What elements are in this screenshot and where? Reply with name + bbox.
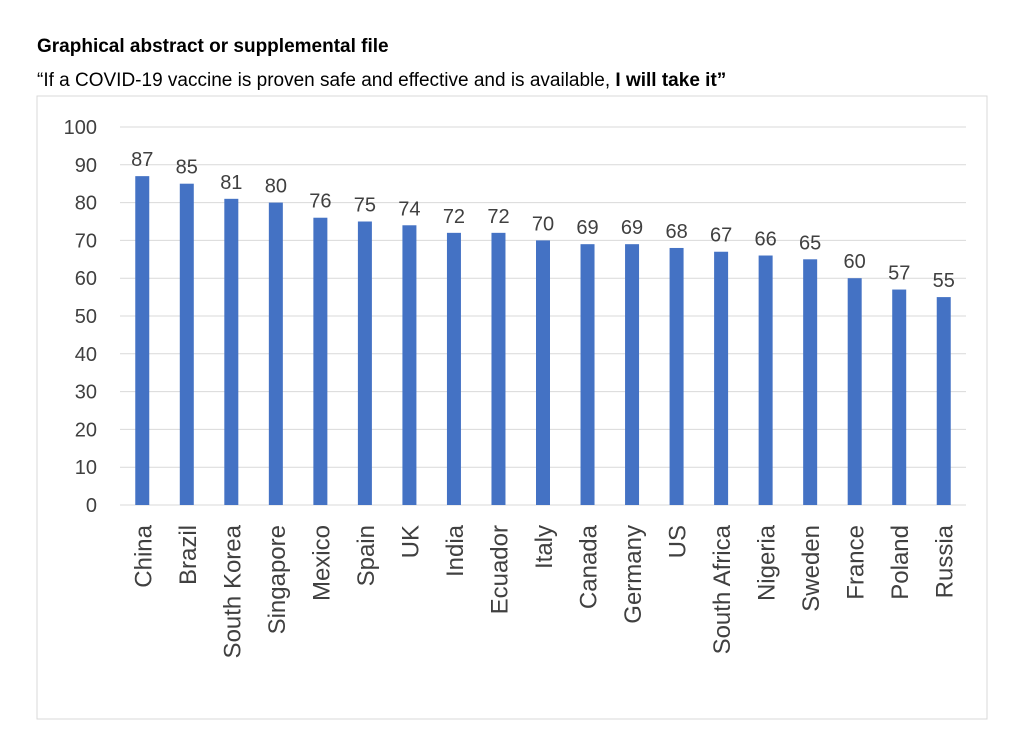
data-label: 57	[888, 263, 910, 285]
data-label: 67	[710, 225, 732, 247]
data-label: 76	[309, 191, 331, 213]
bar	[268, 202, 283, 505]
bar	[446, 232, 461, 505]
y-tick-label: 90	[75, 155, 97, 177]
bar	[402, 225, 417, 505]
bar	[936, 297, 951, 505]
data-label: 55	[933, 270, 955, 292]
x-tick-label: Ecuador	[486, 525, 513, 614]
data-label: 80	[265, 176, 287, 198]
data-label: 65	[799, 232, 821, 254]
bar	[224, 198, 239, 505]
bar	[892, 289, 907, 505]
bar	[669, 247, 684, 505]
bar	[625, 244, 640, 505]
y-tick-label: 30	[75, 382, 97, 404]
chart-frame	[36, 95, 988, 720]
x-tick-label: South Korea	[219, 524, 246, 658]
data-label: 69	[576, 217, 598, 239]
x-tick-label: Spain	[353, 525, 380, 586]
page-subtitle: “If a COVID-19 vaccine is proven safe an…	[37, 70, 726, 92]
x-tick-label: Canada	[576, 524, 603, 609]
subtitle-bold-text: I will take it”	[615, 70, 727, 91]
y-tick-label: 60	[75, 268, 97, 290]
bar	[357, 221, 372, 505]
x-tick-label: UK	[397, 525, 424, 558]
y-tick-label: 0	[86, 495, 97, 517]
data-label: 69	[621, 217, 643, 239]
x-tick-label: Mexico	[308, 525, 335, 601]
page-title: Graphical abstract or supplemental file	[37, 36, 389, 57]
x-tick-label: Germany	[620, 525, 647, 624]
x-tick-label: Poland	[887, 525, 914, 600]
bar	[758, 255, 773, 505]
x-axis-ticks: China Brazil South Korea Singapore Mexico Spa…	[130, 524, 958, 658]
subtitle-text: “If a COVID-19 vaccine is proven safe an…	[37, 70, 616, 91]
x-tick-label: France	[843, 525, 870, 600]
data-labels: 87 85 81 80 76 75 74 72 72 70 69 69 68 67 66 65 60 57 55	[131, 149, 955, 292]
data-label: 75	[354, 195, 376, 217]
y-tick-label: 100	[64, 117, 97, 139]
x-tick-label: South Africa	[709, 524, 736, 654]
data-label: 72	[487, 206, 509, 228]
data-label: 72	[443, 206, 465, 228]
x-tick-label: US	[665, 525, 692, 558]
x-tick-label: Brazil	[175, 525, 202, 585]
x-tick-label: Sweden	[798, 525, 825, 612]
data-label: 66	[755, 229, 777, 251]
y-tick-label: 20	[75, 419, 97, 441]
bar	[714, 251, 729, 505]
bar	[135, 176, 150, 505]
x-tick-label: Russia	[932, 524, 959, 598]
bar	[536, 240, 550, 505]
y-tick-label: 80	[75, 193, 97, 215]
y-axis-ticks: 0 10 20 30 40 50 60 70 80 90 100	[64, 117, 97, 517]
data-label: 70	[532, 213, 554, 235]
bars	[135, 176, 951, 505]
bar	[803, 259, 818, 505]
x-tick-label: Italy	[531, 525, 558, 569]
data-label: 68	[665, 221, 687, 243]
x-tick-label: Singapore	[264, 525, 291, 634]
bar	[580, 244, 595, 505]
bar	[179, 183, 194, 505]
bar	[491, 232, 506, 505]
x-tick-label: China	[130, 524, 157, 587]
y-tick-label: 50	[75, 306, 97, 328]
x-tick-label: Nigeria	[754, 524, 781, 601]
x-tick-label: India	[442, 524, 469, 577]
data-label: 85	[176, 157, 198, 179]
bar	[313, 217, 328, 505]
y-tick-label: 10	[75, 457, 97, 479]
data-label: 74	[398, 198, 420, 220]
data-label: 60	[844, 251, 866, 273]
y-tick-label: 40	[75, 344, 97, 366]
bar	[847, 278, 862, 505]
data-label: 87	[131, 149, 153, 171]
y-tick-label: 70	[75, 230, 97, 252]
data-label: 81	[220, 172, 242, 194]
